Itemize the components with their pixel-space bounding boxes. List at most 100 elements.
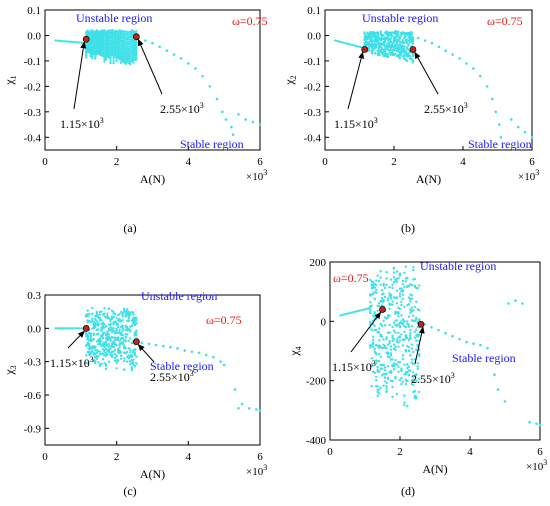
y-tick-label: 0.3 <box>27 290 41 302</box>
data-point <box>404 280 408 283</box>
data-point <box>348 43 352 46</box>
data-point <box>135 54 138 57</box>
data-point <box>133 348 137 351</box>
data-point <box>410 324 414 328</box>
data-point <box>91 349 94 352</box>
data-point <box>411 40 415 43</box>
data-point <box>382 300 385 303</box>
data-point <box>403 404 406 407</box>
data-point <box>366 307 370 310</box>
data-point <box>135 355 138 358</box>
data-point <box>386 299 390 302</box>
data-point <box>135 49 138 53</box>
data-point <box>486 346 489 350</box>
data-point <box>115 344 118 347</box>
data-point <box>400 303 403 307</box>
data-point <box>98 317 102 320</box>
data-point <box>376 385 379 388</box>
data-point <box>386 376 390 380</box>
data-point <box>369 300 372 304</box>
data-point <box>78 327 81 330</box>
data-point <box>345 312 349 316</box>
data-point <box>379 270 382 273</box>
data-point <box>379 276 382 279</box>
data-point <box>430 325 433 329</box>
data-point <box>107 333 111 336</box>
data-point <box>179 57 183 60</box>
data-point <box>132 313 135 316</box>
data-point <box>110 317 114 320</box>
data-point <box>112 327 115 330</box>
bifurcation-point <box>82 35 90 43</box>
data-point <box>112 311 115 314</box>
data-point <box>201 74 204 78</box>
data-point <box>395 338 399 341</box>
data-point <box>389 37 393 40</box>
data-point <box>397 365 400 368</box>
y-axis-label-subscript: 2 <box>289 75 298 79</box>
y-tick-label: -0.4 <box>24 132 42 144</box>
data-point <box>103 312 106 315</box>
data-point <box>404 372 408 376</box>
omega-label: ω=0.75 <box>206 313 242 327</box>
data-point <box>115 316 118 320</box>
data-point <box>451 53 454 56</box>
data-point <box>103 326 106 329</box>
x-multiplier-exponent: 3 <box>263 168 267 177</box>
data-point <box>74 40 77 44</box>
y-tick-label: 200 <box>310 257 327 269</box>
data-point <box>412 350 415 354</box>
chart-panel-b: 0 2 4 6 0.1 0.0 -0.1 -0.2 -0.3 -0.4 ×103 A(N) χ2 (b) 1… <box>282 5 539 235</box>
data-point <box>132 361 135 364</box>
bifurcation-point <box>133 33 140 41</box>
annotation-arrow <box>67 330 85 349</box>
data-point <box>412 314 415 318</box>
data-point <box>404 265 408 268</box>
y-tick-label: -0.9 <box>24 423 42 435</box>
data-point <box>61 39 64 43</box>
data-point <box>404 35 407 38</box>
panel-label: (b) <box>401 221 415 235</box>
stable-region-label: Stable region <box>180 137 244 151</box>
data-point <box>397 33 400 36</box>
data-point <box>123 359 126 363</box>
data-point <box>378 52 381 56</box>
data-point <box>404 325 408 329</box>
data-point <box>405 59 409 62</box>
data-point <box>398 292 402 295</box>
data-point <box>124 347 127 350</box>
data-point <box>215 97 219 101</box>
data-point <box>385 277 388 280</box>
data-point <box>69 327 73 330</box>
data-point <box>88 313 91 316</box>
data-point <box>86 336 89 339</box>
data-point <box>58 327 62 330</box>
data-point <box>383 369 387 372</box>
data-point <box>407 48 410 51</box>
data-point <box>370 304 373 307</box>
x-tick-label: 0 <box>327 446 333 458</box>
data-point <box>123 357 126 360</box>
data-point <box>400 382 403 386</box>
y-tick-label: -0.2 <box>304 81 321 93</box>
data-point <box>158 45 161 49</box>
data-point <box>135 47 138 50</box>
data-point <box>409 329 412 332</box>
data-point <box>123 308 126 311</box>
data-point <box>382 384 385 387</box>
data-point <box>339 314 342 317</box>
data-point <box>397 345 400 348</box>
data-point <box>127 310 130 314</box>
data-point <box>126 350 129 354</box>
data-point <box>376 34 380 38</box>
data-point <box>386 297 390 300</box>
data-point <box>132 61 135 64</box>
data-point <box>94 362 97 365</box>
omega-label: ω=0.75 <box>232 14 268 28</box>
data-point <box>336 39 339 43</box>
data-point <box>404 382 408 386</box>
data-point <box>208 85 212 88</box>
data-point <box>100 310 103 313</box>
x-tick-label: 2 <box>391 156 397 168</box>
data-point <box>413 305 416 309</box>
